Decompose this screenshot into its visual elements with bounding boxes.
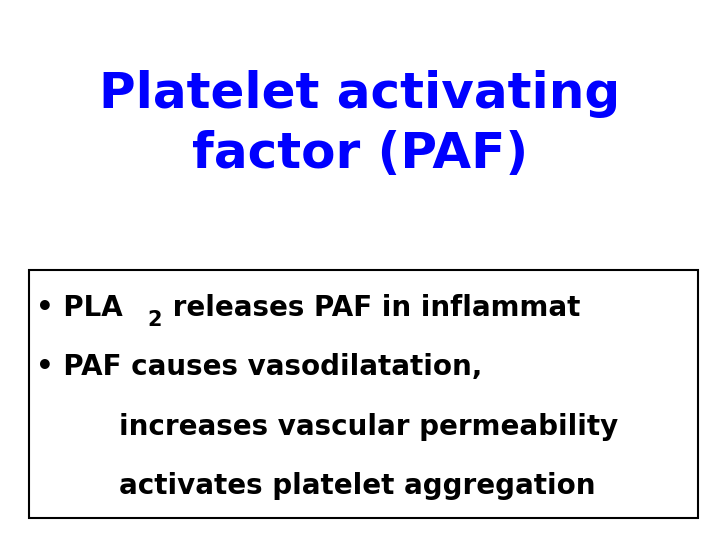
Text: 2: 2 — [148, 309, 162, 330]
Text: releases PAF in inflammat: releases PAF in inflammat — [163, 294, 581, 322]
FancyBboxPatch shape — [29, 270, 698, 518]
Text: activates platelet aggregation: activates platelet aggregation — [119, 472, 595, 500]
Text: increases vascular permeability: increases vascular permeability — [119, 413, 618, 441]
Text: • PLA: • PLA — [36, 294, 122, 322]
Text: • PAF causes vasodilatation,: • PAF causes vasodilatation, — [36, 353, 482, 381]
Text: Platelet activating
factor (PAF): Platelet activating factor (PAF) — [99, 71, 621, 178]
